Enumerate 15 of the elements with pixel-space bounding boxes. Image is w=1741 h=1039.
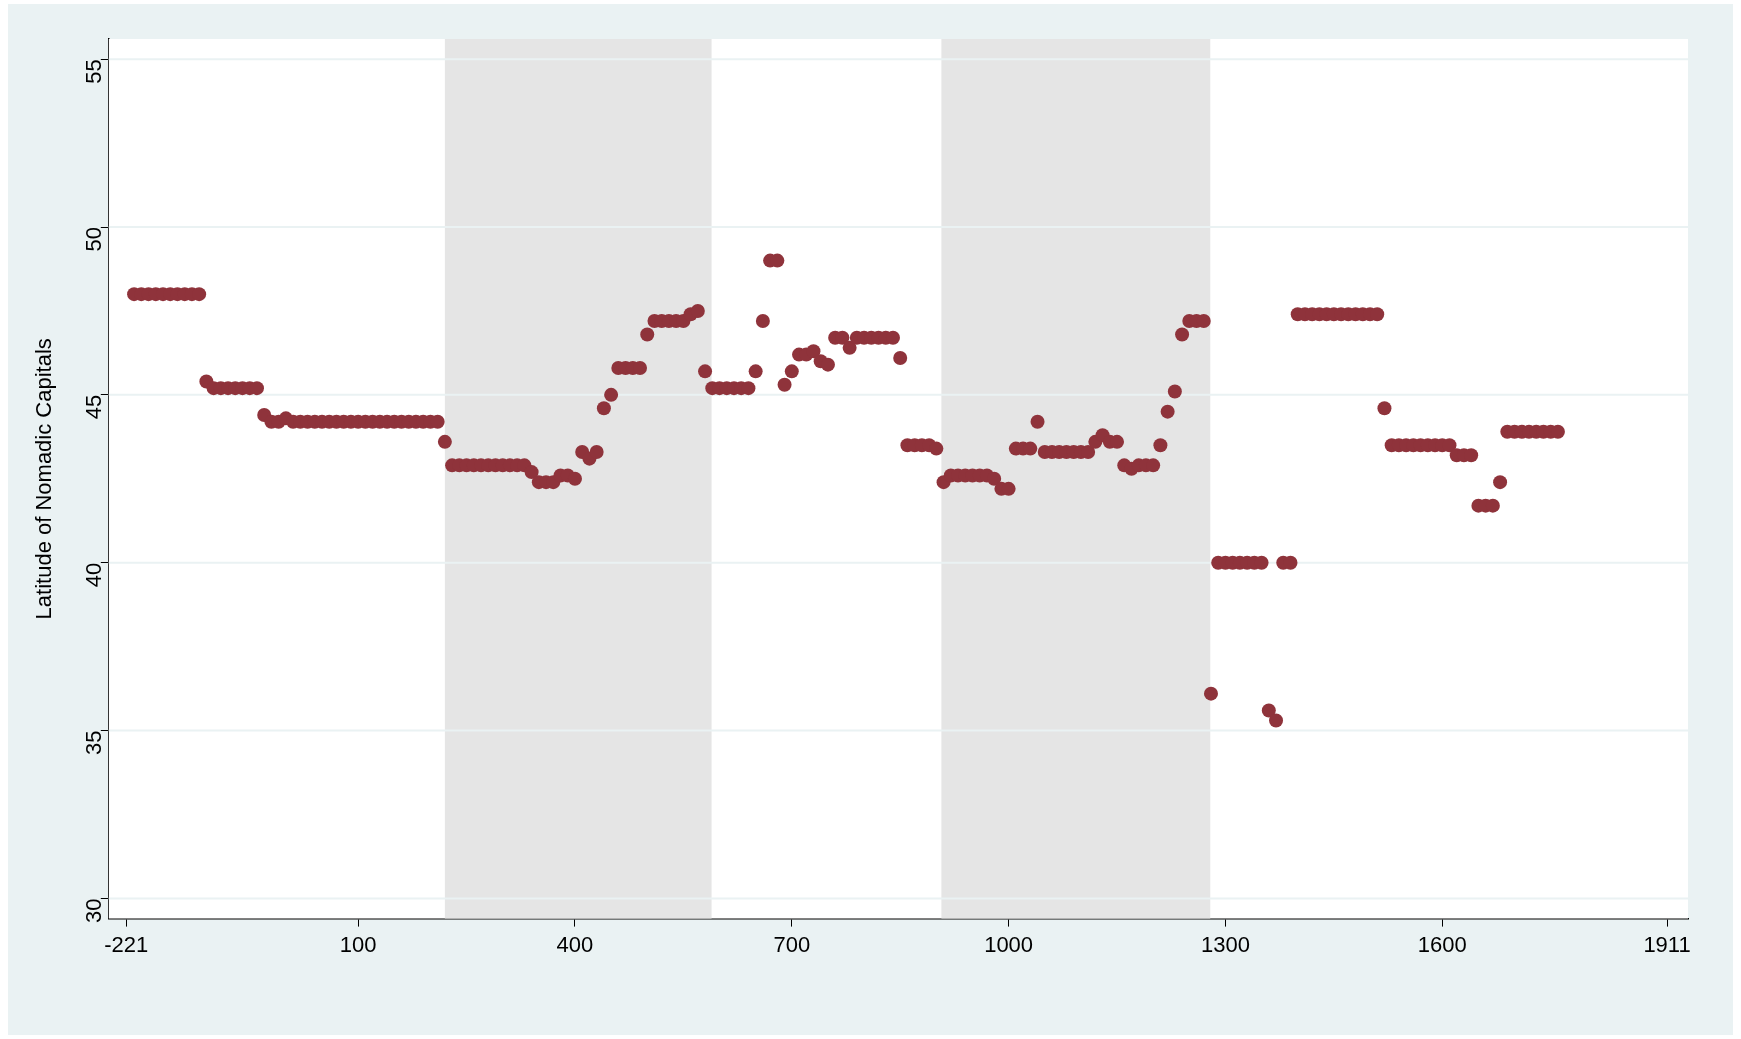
x-tick-label: 100 xyxy=(339,931,377,957)
y-tick-label: 30 xyxy=(80,898,106,923)
y-tick-label: 45 xyxy=(80,394,106,420)
y-tick-label: 50 xyxy=(80,227,106,252)
x-tick-label: -221 xyxy=(104,931,149,957)
x-tick-label: 1300 xyxy=(1200,931,1250,957)
y-tick-label: 35 xyxy=(80,730,106,756)
y-tick-label: 40 xyxy=(80,562,106,588)
x-tick-label: 1911 xyxy=(1643,931,1691,957)
x-tick-label: 1000 xyxy=(984,931,1034,957)
y-tick-label: 55 xyxy=(80,59,106,84)
y-axis-title: Latitude of Nomadic Capitals xyxy=(31,338,57,620)
x-tick-label: 1600 xyxy=(1417,931,1467,957)
x-tick-label: 700 xyxy=(773,931,811,957)
x-tick-label: 400 xyxy=(556,931,594,957)
